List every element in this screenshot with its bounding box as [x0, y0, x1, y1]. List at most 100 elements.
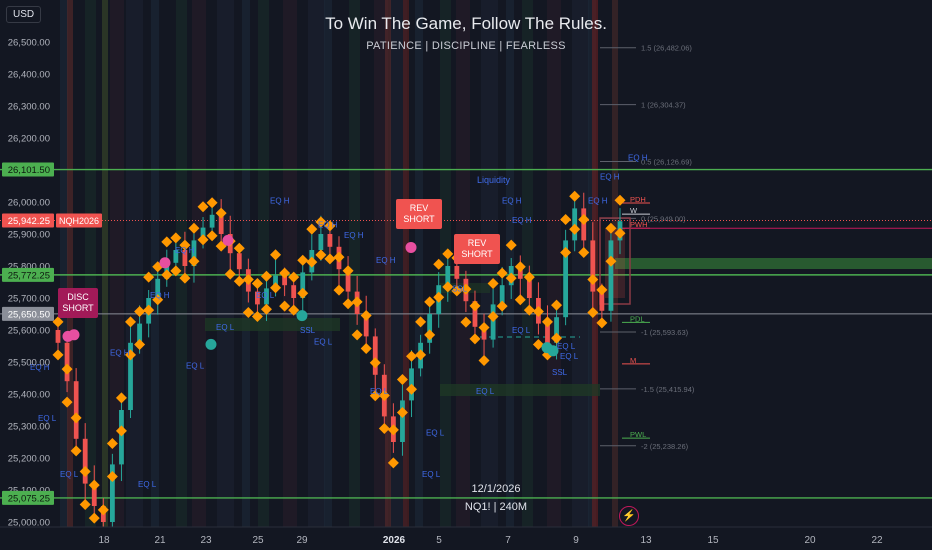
signal-diamond [487, 278, 499, 289]
eq-label: EQ L [256, 291, 275, 300]
session-band [126, 0, 143, 527]
chart-title: To Win The Game, Follow The Rules. [325, 14, 607, 33]
fib-label: 1.5 (26,482.06) [641, 44, 692, 53]
signal-diamond [514, 261, 526, 273]
price-tag [2, 490, 54, 505]
price-tag [2, 162, 54, 177]
signal-diamond [279, 267, 291, 279]
x-tick-label: 29 [296, 535, 308, 546]
signal-diamond [161, 269, 173, 281]
eq-label: EQ H [110, 349, 130, 358]
symbol-tag [56, 213, 102, 228]
candle-body [454, 266, 460, 279]
y-tick-label: 25,000.00 [8, 518, 50, 529]
signal-diamond [342, 298, 354, 310]
signal-diamond [188, 255, 200, 267]
candle-body [291, 285, 297, 298]
signal-diamond [106, 438, 118, 449]
signal-diamond [378, 423, 390, 434]
candle-body [236, 253, 242, 270]
signal-diamond [224, 268, 236, 280]
level-tag: PDL [630, 314, 645, 323]
signal-diamond [52, 316, 64, 328]
price-tag-label: 25,772.25 [8, 270, 50, 281]
signal-diamond [270, 249, 282, 261]
signal-diamond [197, 201, 209, 213]
signal-dot [159, 257, 171, 269]
x-tick-label: 23 [200, 535, 212, 546]
eq-label: EQ H [150, 291, 170, 300]
signal-dot [222, 234, 234, 246]
signal-dot [62, 330, 74, 342]
signal-diamond [115, 392, 127, 404]
session-band [308, 0, 325, 527]
signal-diamond [360, 343, 372, 354]
signal-diamond [179, 272, 191, 284]
x-tick-label: 20 [804, 535, 816, 546]
signal-diamond [315, 249, 327, 261]
fib-label: -2 (25,238.26) [641, 442, 689, 451]
session-band [403, 0, 409, 527]
signal-diamond [288, 304, 300, 316]
signal-diamond [433, 258, 445, 270]
candle-body [64, 342, 70, 382]
session-band [349, 0, 360, 527]
session-band [192, 0, 206, 527]
signal-diamond [342, 265, 354, 277]
x-tick-label: 22 [871, 535, 883, 546]
candle-body [282, 275, 288, 286]
x-tick-label: 13 [640, 535, 652, 546]
signal-diamond [560, 214, 572, 225]
signal-diamond [206, 230, 218, 242]
candle-body [273, 275, 278, 289]
currency-selector[interactable]: USD [6, 6, 42, 23]
signal-diamond [396, 374, 408, 385]
signal-diamond [596, 317, 608, 329]
signal-diamond [297, 254, 309, 266]
liquidity-label: Liquidity [477, 175, 511, 185]
candle-body [73, 381, 79, 439]
signal-diamond [551, 332, 563, 344]
fib-label: -1 (25,593.63) [641, 328, 689, 337]
eq-label: SSL [452, 285, 468, 294]
price-tag-label: 26,101.50 [8, 165, 50, 176]
eq-label: EQ L [422, 470, 441, 479]
signal-diamond [179, 239, 191, 251]
level-tag: PDH [630, 195, 646, 204]
signal-diamond [233, 275, 245, 287]
eq-label: SSL [300, 326, 316, 335]
y-tick-label: 26,400.00 [8, 70, 50, 81]
signal-diamond [61, 363, 73, 375]
signal-diamond [152, 294, 164, 306]
symbol-caption: NQ1! | 240M [464, 501, 528, 513]
candle-body [590, 240, 596, 292]
signal-diamond [70, 412, 82, 424]
candle-body [554, 317, 559, 343]
session-band [102, 0, 108, 527]
signal-diamond [260, 303, 272, 315]
eq-label: EQ L [426, 429, 445, 438]
y-tick-label: 25,300.00 [8, 422, 50, 433]
signal-diamond [79, 499, 91, 510]
level-tag: W [630, 206, 638, 215]
time-axis-bg [0, 527, 932, 550]
candle-body [173, 250, 179, 263]
session-band [440, 0, 451, 527]
flash-icon[interactable]: ⚡ [619, 506, 639, 526]
signal-diamond [188, 222, 200, 234]
eq-label: EQ L [370, 387, 389, 396]
signal-diamond [233, 242, 245, 254]
session-band [283, 0, 297, 527]
rev-short-callout: REV SHORT [454, 234, 500, 264]
candle-body [218, 214, 224, 234]
signal-diamond [596, 284, 608, 296]
signal-diamond [88, 512, 100, 524]
signal-diamond [415, 316, 427, 328]
fib-levels: 1.5 (26,482.06) 1 (26,304.37) 0.5 (26,126.… [600, 44, 932, 451]
y-tick-label: 25,600.00 [8, 326, 50, 337]
candle-body [599, 291, 605, 311]
order-block-zones [205, 217, 932, 396]
session-band [85, 0, 96, 527]
price-tag-label: 25,650.50 [8, 309, 50, 320]
